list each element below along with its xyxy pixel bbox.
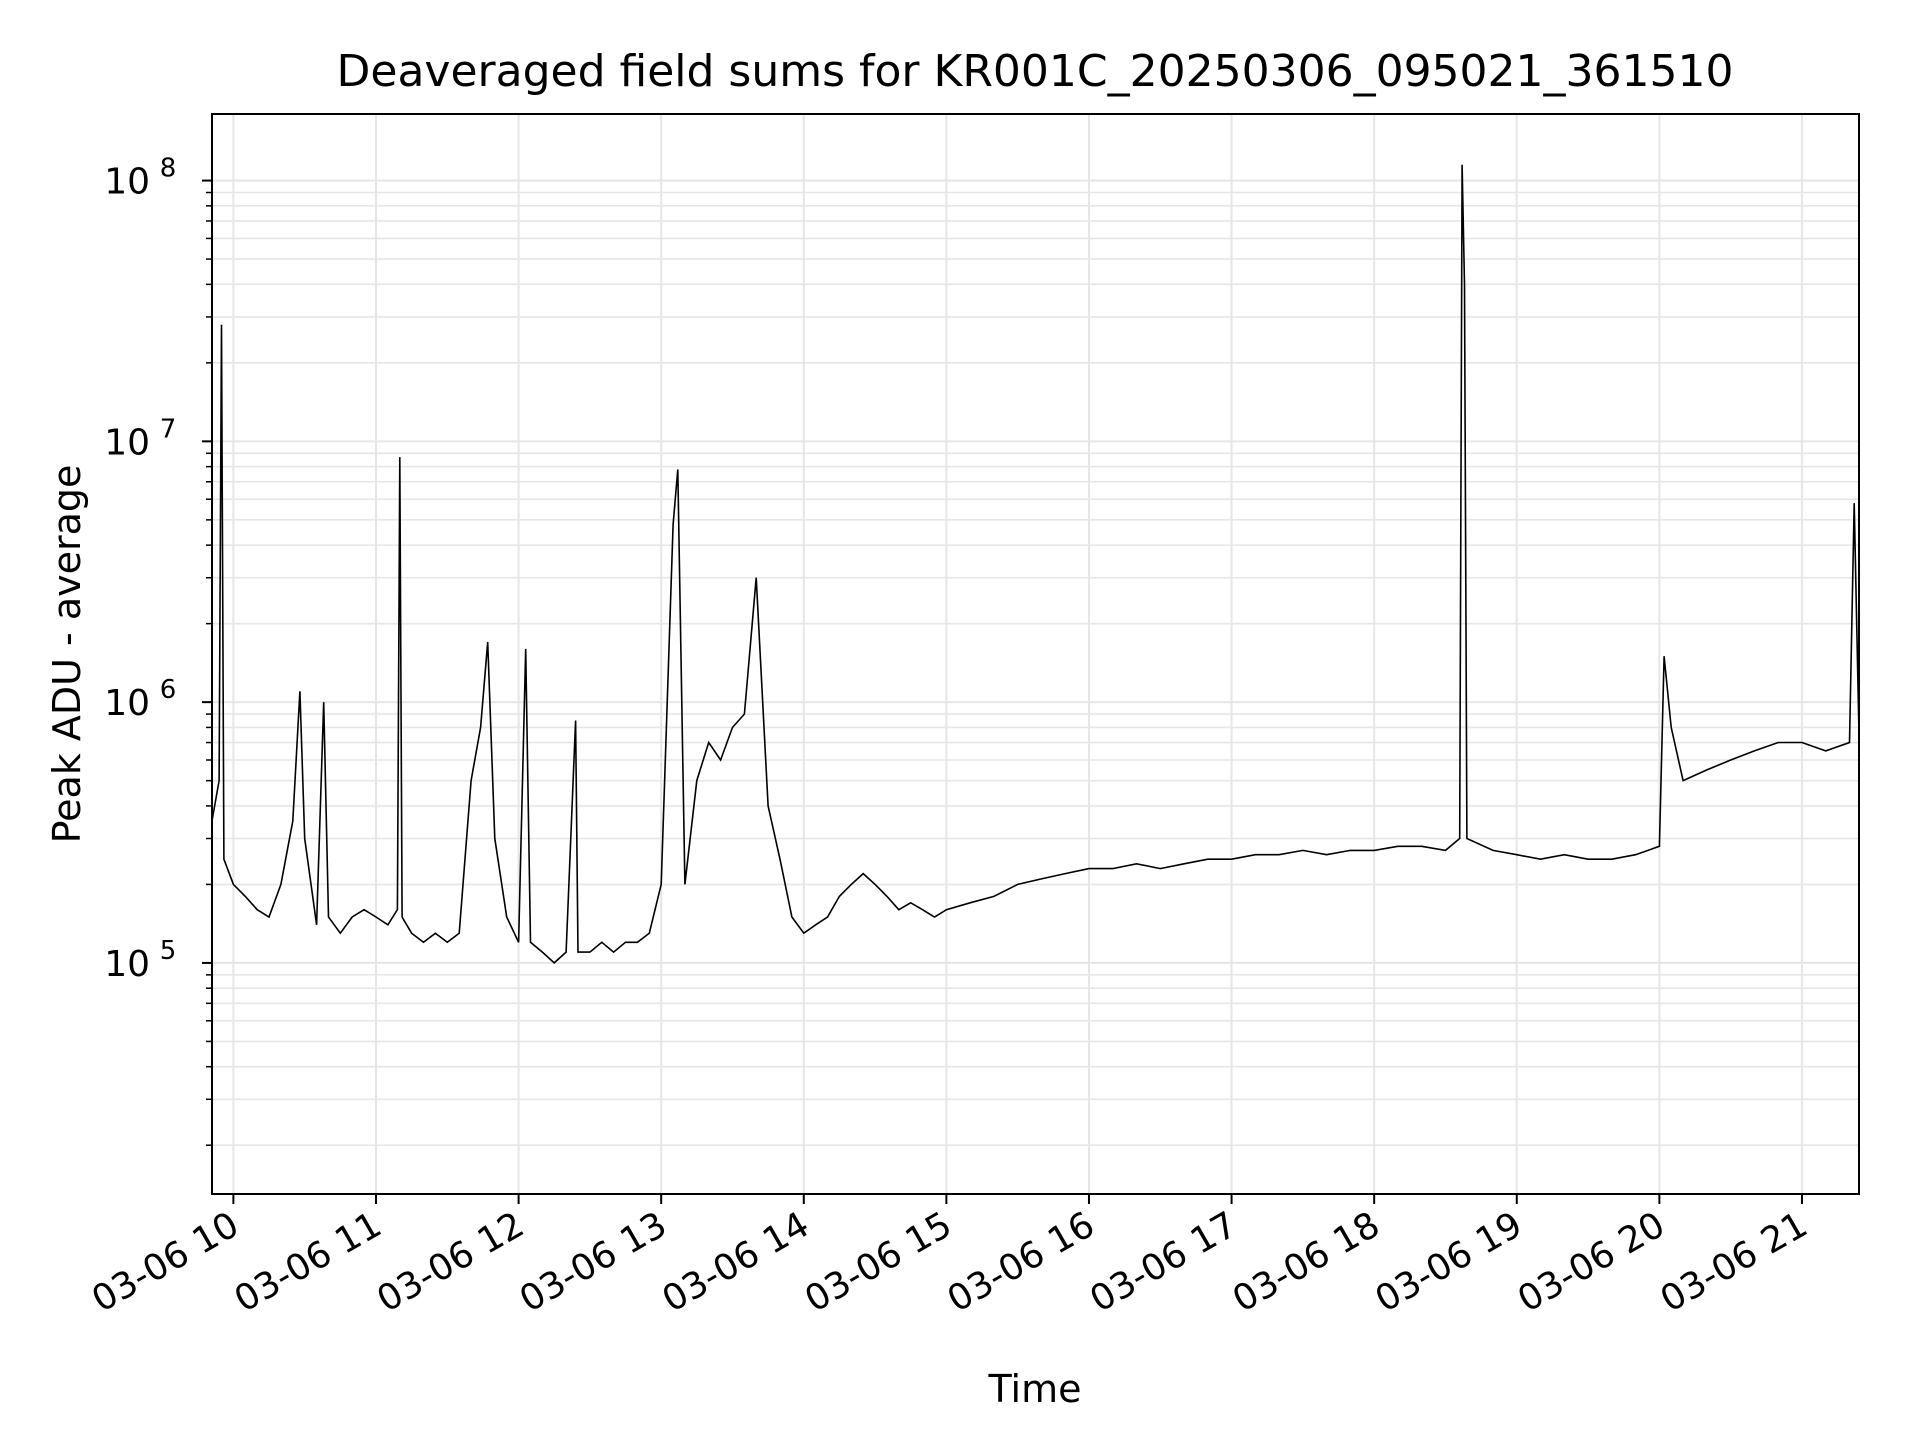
series-layer xyxy=(211,164,1860,964)
y-tick-label: 10 xyxy=(104,683,150,724)
y-tick-label: 10 xyxy=(104,944,150,985)
y-axis-label: Peak ADU - average xyxy=(45,465,89,844)
y-tick-exponent: 7 xyxy=(160,414,177,444)
y-tick-exponent: 6 xyxy=(160,675,177,705)
grid-layer xyxy=(212,114,1859,1194)
chart-title: Deaveraged field sums for KR001C_2025030… xyxy=(337,46,1734,97)
y-tick-label: 10 xyxy=(104,422,150,463)
y-tick-exponent: 8 xyxy=(160,154,177,184)
x-axis-label: Time xyxy=(988,1367,1082,1411)
series-line-1 xyxy=(211,164,1860,964)
y-tick-label: 10 xyxy=(104,162,150,203)
plot-frame xyxy=(211,113,1860,1195)
y-tick-layer: 10 5 10 6 10 7 10 8 xyxy=(104,154,212,1146)
y-tick-exponent: 5 xyxy=(160,936,177,966)
